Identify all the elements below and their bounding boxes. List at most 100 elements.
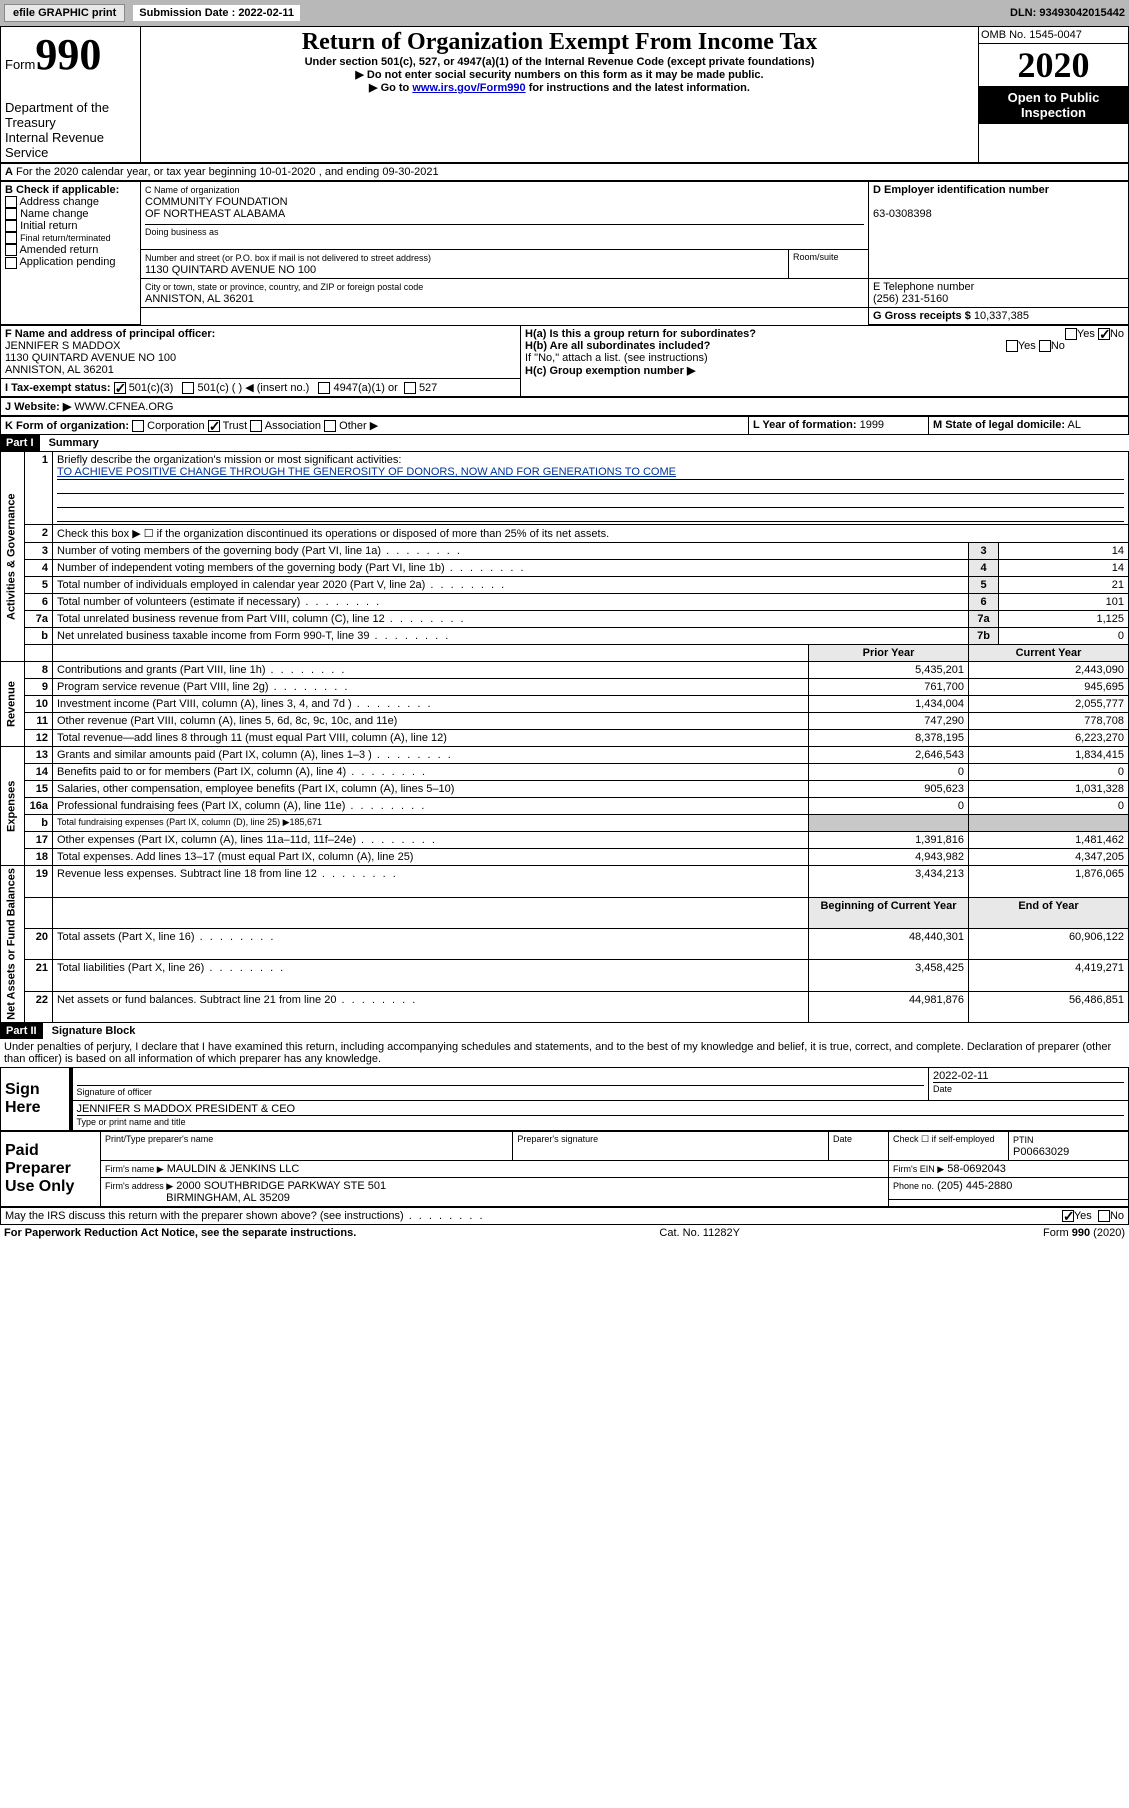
k-trust[interactable]: [208, 420, 220, 432]
omb: OMB No. 1545-0047: [979, 27, 1128, 44]
checkbox-name-change[interactable]: [5, 208, 17, 220]
date-label: Date: [933, 1084, 952, 1094]
line-7b: Net unrelated business taxable income fr…: [53, 628, 969, 645]
i-501c[interactable]: [182, 382, 194, 394]
discuss-no[interactable]: [1098, 1210, 1110, 1222]
c20: 60,906,122: [969, 928, 1129, 959]
k-assoc[interactable]: [250, 420, 262, 432]
d-label: D Employer identification number: [873, 184, 1049, 196]
gross-receipts: 10,337,385: [974, 310, 1029, 322]
c18: 4,347,205: [969, 849, 1129, 866]
ptin-cell: PTINP00663029: [1009, 1132, 1129, 1161]
ha-label: H(a) Is this a group return for subordin…: [525, 328, 756, 340]
c8: 2,443,090: [969, 662, 1129, 679]
city: ANNISTON, AL 36201: [145, 293, 254, 305]
c9: 945,695: [969, 679, 1129, 696]
section-a: A For the 2020 calendar year, or tax yea…: [0, 163, 1129, 181]
section-klm: K Form of organization: Corporation Trus…: [0, 416, 1129, 435]
g-label: G Gross receipts $: [873, 310, 971, 322]
line-14: Benefits paid to or for members (Part IX…: [53, 764, 809, 781]
form990-link[interactable]: www.irs.gov/Form990: [412, 82, 525, 94]
p20: 48,440,301: [809, 928, 969, 959]
ha-yes[interactable]: [1065, 328, 1077, 340]
line-7a: Total unrelated business revenue from Pa…: [53, 611, 969, 628]
line-11: Other revenue (Part VIII, column (A), li…: [53, 713, 809, 730]
title-cell: Return of Organization Exempt From Incom…: [141, 27, 979, 163]
part2-badge: Part II: [0, 1023, 43, 1039]
line-16b: Total fundraising expenses (Part IX, col…: [53, 815, 809, 832]
discuss-cell: May the IRS discuss this return with the…: [1, 1208, 1129, 1225]
i-opt3: 4947(a)(1) or: [334, 382, 398, 394]
sign-here-label: Sign Here: [1, 1068, 71, 1131]
i-4947[interactable]: [318, 382, 330, 394]
checkbox-initial-return[interactable]: [5, 220, 17, 232]
dept-treasury: Department of the Treasury Internal Reve…: [5, 100, 136, 160]
line-20: Total assets (Part X, line 16): [53, 928, 809, 959]
firm-ein: 58-0692043: [947, 1163, 1006, 1175]
firm-phone-cell: Phone no. (205) 445-2880: [889, 1178, 1129, 1200]
checkbox-final-return[interactable]: [5, 232, 17, 244]
begin-year-header: Beginning of Current Year: [809, 897, 969, 928]
shaded-16b-p: [809, 815, 969, 832]
c11: 778,708: [969, 713, 1129, 730]
section-i: I Tax-exempt status: 501(c)(3) 501(c) ( …: [1, 379, 521, 397]
c-name-label: C Name of organization: [145, 185, 240, 195]
part2-title: Signature Block: [52, 1025, 136, 1037]
efile-button[interactable]: efile GRAPHIC print: [4, 4, 125, 22]
part2-header: Part II Signature Block: [0, 1023, 1129, 1039]
i-527[interactable]: [404, 382, 416, 394]
val-4: 14: [999, 560, 1129, 577]
firm-addr-cell: Firm's address ▶ 2000 SOUTHBRIDGE PARKWA…: [101, 1178, 889, 1207]
line-1-text: Briefly describe the organization's miss…: [57, 454, 401, 466]
vert-revenue: Revenue: [1, 662, 25, 747]
checkbox-address-change[interactable]: [5, 196, 17, 208]
section-m: M State of legal domicile: AL: [929, 417, 1129, 435]
firm-phone: (205) 445-2880: [937, 1180, 1012, 1192]
discuss-yes-label: Yes: [1074, 1210, 1092, 1222]
p19: 3,434,213: [809, 866, 969, 897]
footer: For Paperwork Reduction Act Notice, see …: [0, 1225, 1129, 1241]
k-corp[interactable]: [132, 420, 144, 432]
k-other[interactable]: [324, 420, 336, 432]
p15: 905,623: [809, 781, 969, 798]
val-7b: 0: [999, 628, 1129, 645]
checkbox-app-pending[interactable]: [5, 257, 17, 269]
discuss-yes[interactable]: [1062, 1210, 1074, 1222]
yes-label2: Yes: [1018, 340, 1036, 352]
footer-right: Form 990 (2020): [1043, 1227, 1125, 1239]
self-employed: Check ☐ if self-employed: [889, 1132, 1009, 1161]
k-opt0: Corporation: [147, 420, 204, 432]
firm-addr-label: Firm's address ▶: [105, 1181, 173, 1191]
c22: 56,486,851: [969, 991, 1129, 1022]
i-501c3[interactable]: [114, 382, 126, 394]
firm-name: MAULDIN & JENKINS LLC: [167, 1163, 300, 1175]
c16a: 0: [969, 798, 1129, 815]
footer-left: For Paperwork Reduction Act Notice, see …: [4, 1227, 356, 1239]
year-formation: 1999: [860, 419, 884, 431]
i-label: I Tax-exempt status:: [5, 382, 111, 394]
section-bcdefg: B Check if applicable: Address change Na…: [0, 181, 1129, 325]
b-opt-4: Amended return: [19, 244, 98, 256]
ha-no[interactable]: [1098, 328, 1110, 340]
hb-note: If "No," attach a list. (see instruction…: [525, 352, 708, 364]
e-label: E Telephone number: [873, 281, 974, 293]
section-c-city: City or town, state or province, country…: [141, 279, 869, 308]
hb-yes[interactable]: [1006, 340, 1018, 352]
part1-badge: Part I: [0, 435, 40, 451]
tax-year: 2020: [979, 44, 1128, 86]
line-15: Salaries, other compensation, employee b…: [53, 781, 809, 798]
p16a: 0: [809, 798, 969, 815]
sig-officer-label: Signature of officer: [77, 1087, 152, 1097]
vert-governance: Activities & Governance: [1, 452, 25, 662]
hb-no[interactable]: [1039, 340, 1051, 352]
checkbox-amended[interactable]: [5, 244, 17, 256]
header-bar: efile GRAPHIC print Submission Date : 20…: [0, 0, 1129, 26]
p22: 44,981,876: [809, 991, 969, 1022]
b-opt-2: Initial return: [20, 220, 77, 232]
line-18: Total expenses. Add lines 13–17 (must eq…: [53, 849, 809, 866]
val-5: 21: [999, 577, 1129, 594]
discuss-no-label: No: [1110, 1210, 1124, 1222]
line-2: Check this box ▶ ☐ if the organization d…: [53, 525, 1129, 543]
prior-year-header: Prior Year: [809, 645, 969, 662]
p8: 5,435,201: [809, 662, 969, 679]
